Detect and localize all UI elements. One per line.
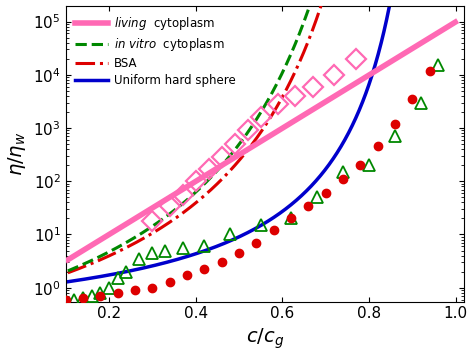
X-axis label: $c/c_g$: $c/c_g$	[246, 327, 284, 351]
Y-axis label: $\eta/\eta_w$: $\eta/\eta_w$	[6, 131, 27, 176]
Legend: $\it{living}$  cytoplasm, $\it{in\ vitro}$  cytoplasm, BSA, Uniform hard sphere: $\it{living}$ cytoplasm, $\it{in\ vitro}…	[72, 11, 239, 91]
